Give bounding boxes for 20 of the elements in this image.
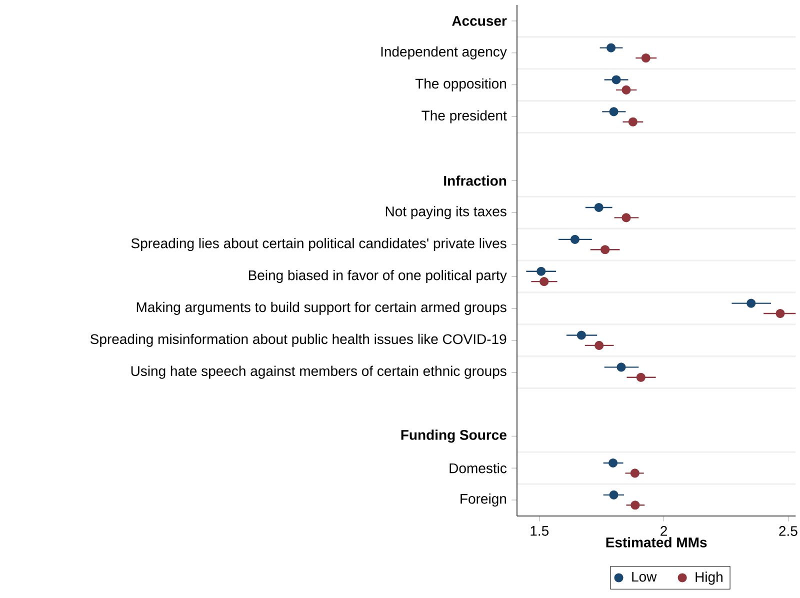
y-tick-label: Using hate speech against members of certain ethnic groups: [131, 366, 506, 379]
x-tick-label: 1.5: [530, 526, 549, 536]
y-tick-label: Funding Source: [401, 430, 506, 443]
y-tick-label: The president: [422, 110, 507, 124]
legend-label: High: [696, 572, 722, 585]
y-tick-label: Not paying its taxes: [386, 206, 506, 220]
y-tick-label: Infraction: [444, 176, 506, 186]
x-tick-label: 2: [660, 526, 667, 536]
y-tick-label: Being biased in favor of one political party: [248, 270, 507, 283]
y-tick-label: Domestic: [450, 462, 507, 474]
y-tick-label: Spreading misinformation about public health issues like COVID-19: [90, 334, 506, 347]
x-axis-title: Estimated MMs: [606, 537, 707, 548]
y-tick-label: Independent agency: [381, 46, 507, 60]
y-tick-label: Spreading lies about certain political candidates' private lives: [131, 238, 506, 252]
y-tick-label: Making arguments to build support for certain armed groups: [136, 302, 506, 315]
y-tick-label: Accuser: [452, 16, 507, 26]
x-tick-label: 2.5: [779, 526, 798, 536]
y-tick-label: Foreign: [460, 494, 506, 507]
y-tick-label: The opposition: [415, 78, 506, 92]
legend-label: Low: [632, 572, 657, 582]
